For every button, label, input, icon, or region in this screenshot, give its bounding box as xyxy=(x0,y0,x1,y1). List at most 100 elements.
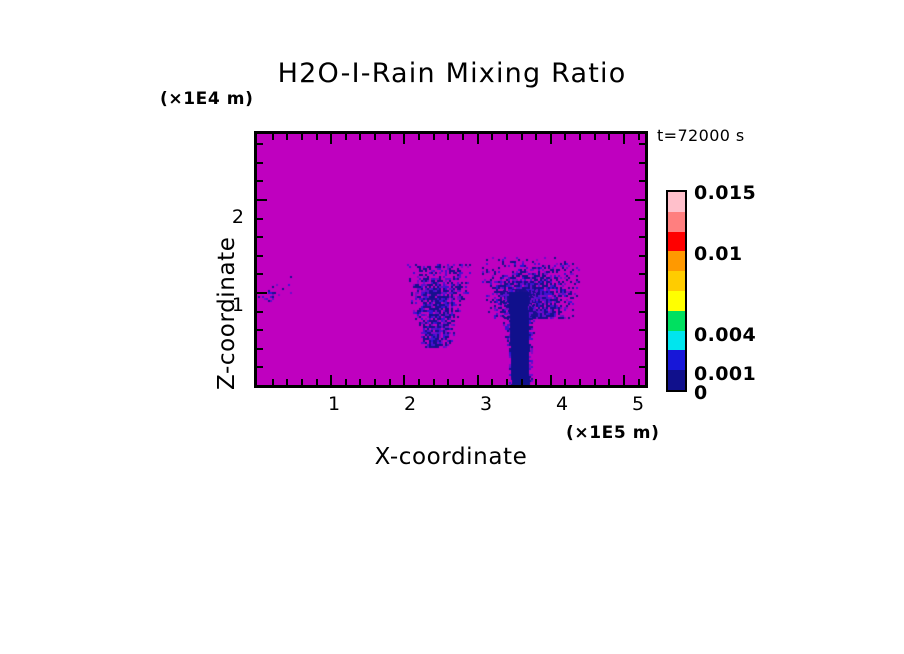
y-tick-mark-left xyxy=(257,311,263,313)
x-axis-title: X-coordinate xyxy=(374,444,528,470)
y-tick-mark-left xyxy=(257,236,263,238)
y-tick-mark-left xyxy=(257,255,263,257)
x-tick-mark-top xyxy=(418,134,420,140)
x-tick-mark-top xyxy=(272,134,274,140)
x-tick-mark-bottom xyxy=(579,379,581,385)
x-tick-mark-bottom xyxy=(623,375,625,385)
x-tick-mark-bottom xyxy=(272,379,274,385)
x-tick-mark-bottom xyxy=(447,379,449,385)
colorbar-band-6 xyxy=(668,310,685,331)
time-annotation: t=72000 s xyxy=(657,126,745,145)
colorbar-band-7 xyxy=(668,330,685,351)
x-tick-label: 4 xyxy=(555,393,569,415)
y-tick-mark-right xyxy=(639,218,645,220)
colorbar-band-8 xyxy=(668,350,685,371)
x-tick-label: 3 xyxy=(479,393,493,415)
x-tick-mark-top xyxy=(579,134,581,140)
x-tick-label: 2 xyxy=(403,393,417,415)
y-tick-mark-left xyxy=(257,292,267,294)
y-tick-mark-left xyxy=(257,180,263,182)
x-tick-mark-top xyxy=(286,134,288,140)
x-tick-mark-bottom xyxy=(535,379,537,385)
x-tick-mark-top xyxy=(594,134,596,140)
y-tick-mark-left xyxy=(257,329,263,331)
x-tick-mark-bottom xyxy=(316,379,318,385)
x-tick-mark-top xyxy=(623,134,625,144)
x-tick-mark-top xyxy=(608,134,610,140)
x-tick-mark-top xyxy=(506,134,508,140)
colorbar-band-1 xyxy=(668,211,685,232)
x-tick-mark-bottom xyxy=(564,379,566,385)
x-tick-mark-bottom xyxy=(638,379,640,385)
y-tick-mark-right xyxy=(639,329,645,331)
x-tick-mark-bottom xyxy=(418,379,420,385)
y-tick-mark-right xyxy=(639,311,645,313)
x-tick-mark-top xyxy=(374,134,376,140)
x-tick-mark-top xyxy=(330,134,332,144)
y-tick-mark-left xyxy=(257,273,263,275)
y-tick-mark-left xyxy=(257,162,263,164)
x-tick-mark-top xyxy=(316,134,318,140)
page-title: H2O-I-Rain Mixing Ratio xyxy=(277,58,627,89)
x-tick-mark-top xyxy=(491,134,493,140)
x-tick-mark-top xyxy=(433,134,435,140)
y-tick-mark-left xyxy=(257,348,263,350)
x-tick-mark-bottom xyxy=(462,379,464,385)
x-tick-mark-top xyxy=(535,134,537,140)
x-tick-mark-top xyxy=(550,134,552,144)
plot-area xyxy=(254,131,648,388)
y-tick-mark-right xyxy=(639,162,645,164)
colorbar-band-0 xyxy=(668,192,685,212)
colorbar-tick-label: 0.001 xyxy=(694,363,757,385)
y-tick-mark-right xyxy=(639,236,645,238)
x-tick-mark-top xyxy=(521,134,523,140)
x-tick-mark-top xyxy=(462,134,464,140)
x-tick-mark-bottom xyxy=(477,375,479,385)
y-tick-mark-right xyxy=(639,255,645,257)
x-tick-mark-bottom xyxy=(389,379,391,385)
x-tick-mark-top xyxy=(564,134,566,140)
x-tick-mark-bottom xyxy=(345,379,347,385)
y-tick-mark-right xyxy=(639,348,645,350)
y-axis-title: Z-coordinate xyxy=(214,236,240,390)
x-tick-mark-bottom xyxy=(521,379,523,385)
y-tick-label: 1 xyxy=(231,294,244,316)
y-tick-mark-right xyxy=(635,292,645,294)
x-tick-mark-bottom xyxy=(403,375,405,385)
colorbar-band-2 xyxy=(668,231,685,252)
x-tick-mark-top xyxy=(301,134,303,140)
y-tick-mark-right xyxy=(639,273,645,275)
x-axis-unit-label: (×1E5 m) xyxy=(566,423,660,443)
colorbar-tick-label: 0 xyxy=(694,382,708,404)
x-tick-mark-bottom xyxy=(491,379,493,385)
x-tick-mark-bottom xyxy=(286,379,288,385)
colorbar-band-9 xyxy=(668,370,685,390)
x-tick-mark-top xyxy=(389,134,391,140)
x-tick-mark-bottom xyxy=(330,375,332,385)
x-tick-mark-bottom xyxy=(433,379,435,385)
x-tick-label: 5 xyxy=(631,393,645,415)
x-tick-label: 1 xyxy=(327,393,341,415)
x-tick-mark-top xyxy=(638,134,640,140)
colorbar xyxy=(666,190,687,392)
colorbar-tick-label: 0.01 xyxy=(694,243,743,265)
rain-mixing-ratio-field xyxy=(257,134,645,385)
y-tick-mark-right xyxy=(639,180,645,182)
y-tick-mark-right xyxy=(639,366,645,368)
x-tick-mark-bottom xyxy=(594,379,596,385)
x-tick-mark-top xyxy=(477,134,479,144)
y-tick-mark-left xyxy=(257,143,263,145)
colorbar-tick-label: 0.004 xyxy=(694,324,757,346)
x-tick-mark-top xyxy=(359,134,361,140)
colorbar-band-5 xyxy=(668,290,685,311)
x-tick-mark-bottom xyxy=(374,379,376,385)
colorbar-band-4 xyxy=(668,271,685,291)
y-tick-mark-left xyxy=(257,199,267,201)
x-tick-mark-top xyxy=(447,134,449,140)
x-tick-mark-bottom xyxy=(608,379,610,385)
x-tick-mark-bottom xyxy=(301,379,303,385)
y-tick-mark-right xyxy=(635,199,645,201)
colorbar-tick-label: 0.015 xyxy=(694,182,757,204)
x-tick-mark-top xyxy=(403,134,405,144)
colorbar-band-3 xyxy=(668,251,685,272)
